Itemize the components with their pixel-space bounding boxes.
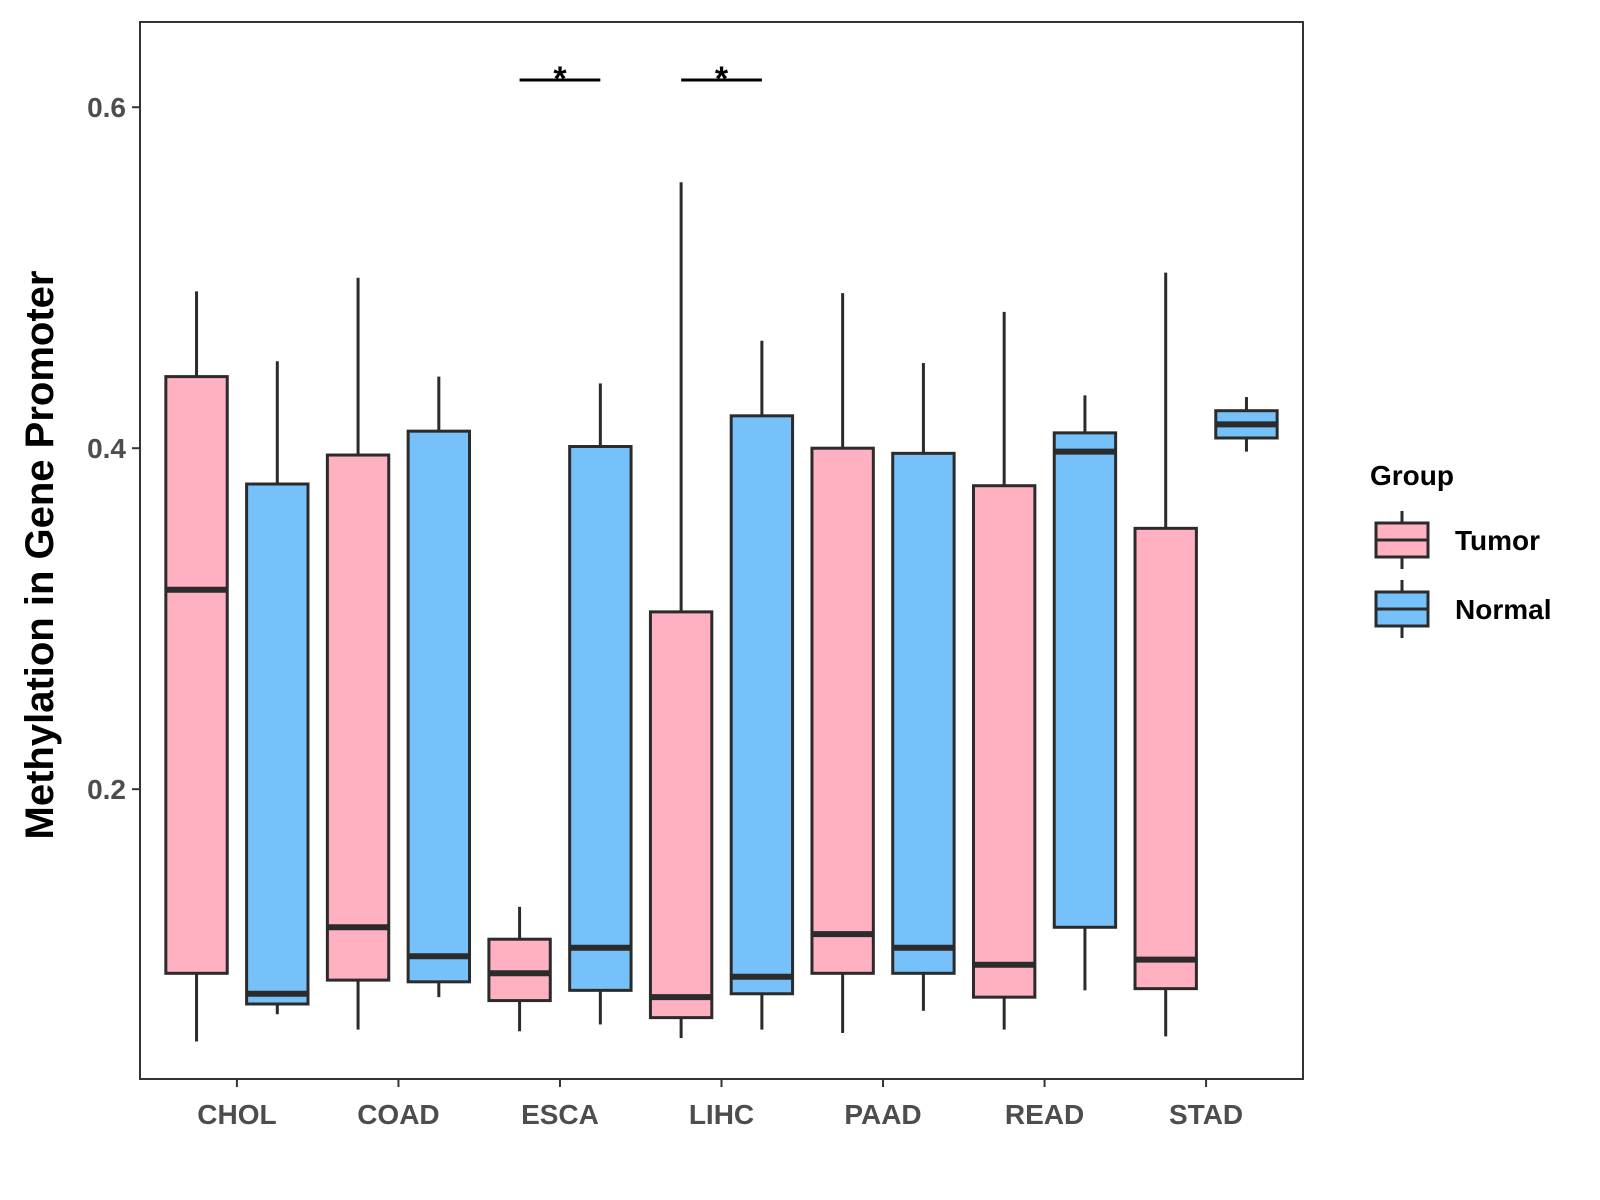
x-tick-label-chol: CHOL [197, 1099, 276, 1130]
box-body-normal-coad [406, 429, 472, 984]
x-tick-label-paad: PAAD [844, 1099, 921, 1130]
x-tick-label-lihc: LIHC [689, 1099, 754, 1130]
box-tumor-esca [487, 906, 552, 1032]
y-tick-label: 0.6 [87, 92, 126, 123]
x-tick-label-esca: ESCA [521, 1099, 599, 1130]
box-body-tumor-chol [164, 375, 229, 975]
significance-label-esca: * [553, 60, 567, 98]
box-tumor-paad [810, 293, 875, 1033]
significance-label-lihc: * [715, 60, 729, 98]
box-tumor-lihc [648, 182, 714, 1039]
box-normal-lihc [729, 340, 795, 1030]
box-body-tumor-esca [487, 937, 552, 1003]
box-tumor-read [971, 311, 1037, 1030]
box-body-normal-chol [245, 482, 310, 1006]
box-body-normal-esca [568, 445, 633, 992]
legend: Group Tumor Normal [1370, 460, 1551, 638]
y-axis-title: Methylation in Gene Promoter [18, 271, 62, 840]
box-body-tumor-lihc [648, 610, 714, 1020]
legend-label-tumor: Tumor [1455, 525, 1540, 556]
box-body-tumor-coad [325, 453, 391, 982]
box-normal-paad [891, 362, 956, 1011]
box-body-normal-paad [891, 451, 956, 975]
y-tick-label: 0.4 [87, 433, 126, 464]
box-tumor-coad [325, 277, 391, 1030]
y-axis: 0.2 0.4 0.6 [87, 92, 140, 805]
box-body-tumor-stad [1133, 526, 1198, 991]
y-tick-label: 0.2 [87, 774, 126, 805]
box-body-tumor-paad [810, 446, 875, 975]
box-body-tumor-read [971, 484, 1037, 999]
box-normal-read [1052, 395, 1118, 991]
box-tumor-chol [164, 291, 229, 1042]
x-tick-label-stad: STAD [1169, 1099, 1243, 1130]
legend-entry-tumor: Tumor [1374, 511, 1540, 569]
box-body-normal-read [1052, 431, 1118, 929]
x-tick-label-coad: COAD [357, 1099, 439, 1130]
box-normal-esca [568, 383, 633, 1025]
legend-label-normal: Normal [1455, 594, 1551, 625]
box-tumor-stad [1133, 272, 1198, 1037]
box-body-normal-lihc [729, 414, 795, 996]
x-tick-label-read: READ [1005, 1099, 1084, 1130]
significance-annotations: * * [519, 60, 762, 98]
box-normal-stad [1214, 397, 1279, 452]
box-normal-coad [406, 376, 472, 998]
box-normal-chol [245, 361, 310, 1015]
x-axis: CHOL COAD ESCA LIHC PAAD READ STAD [197, 1079, 1243, 1130]
boxes-layer [164, 182, 1279, 1042]
legend-entry-normal: Normal [1374, 580, 1551, 638]
legend-title: Group [1370, 460, 1454, 491]
